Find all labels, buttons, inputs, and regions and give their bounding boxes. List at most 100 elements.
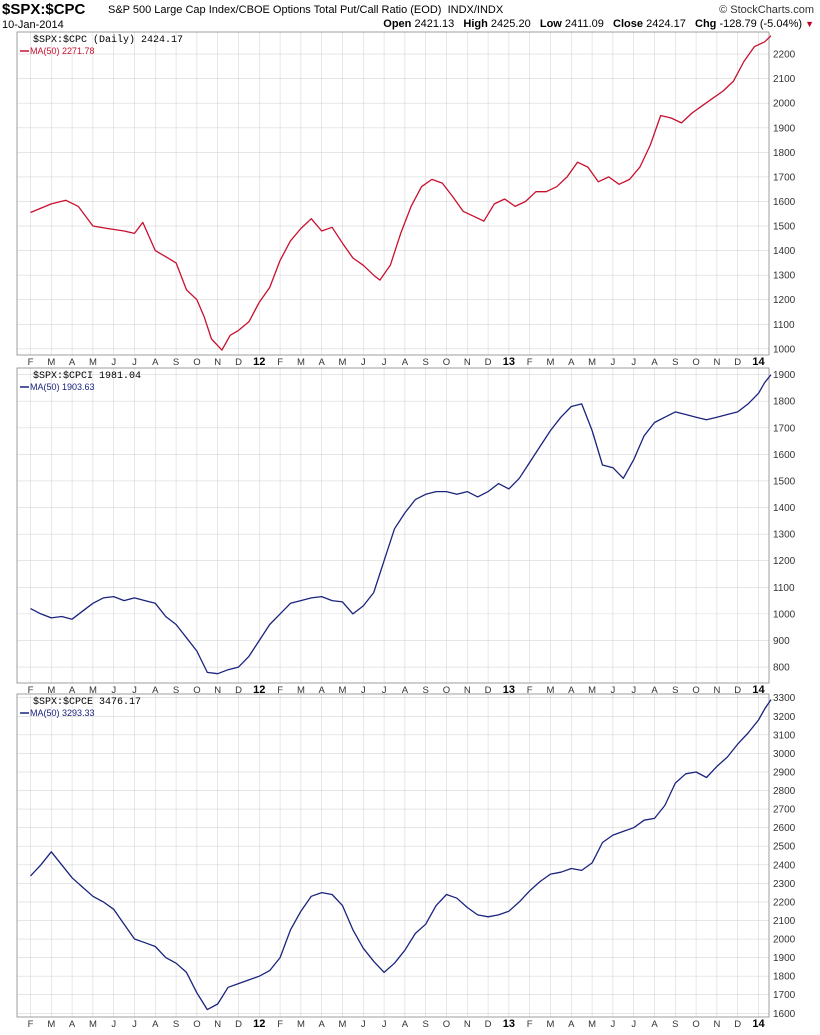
x-tick-label: O (443, 685, 450, 696)
chart-date: 10-Jan-2014 (2, 19, 64, 31)
ohlc-readout: Open 2421.13 High 2425.20 Low 2411.09 Cl… (383, 18, 814, 30)
y-tick-label: 2800 (773, 786, 796, 797)
x-tick-label: D (235, 1019, 242, 1030)
x-tick-label: F (527, 1019, 533, 1030)
x-tick-label: F (277, 1019, 283, 1030)
x-tick-label: O (692, 685, 699, 696)
x-tick-label: A (69, 357, 76, 368)
x-tick-label: J (611, 685, 616, 696)
x-tick-label: 14 (752, 1018, 765, 1030)
x-tick-label: M (297, 357, 305, 368)
x-tick-label: A (319, 685, 326, 696)
y-tick-label: 2200 (773, 897, 796, 908)
x-tick-label: N (214, 357, 221, 368)
panel-border (16, 693, 770, 1018)
x-tick-label: A (568, 357, 575, 368)
y-tick-label: 3200 (773, 712, 796, 723)
x-tick-label: 12 (253, 1018, 265, 1030)
x-tick-label: N (464, 357, 471, 368)
y-tick-label: 1300 (773, 271, 796, 282)
chg-value: -128.79 (-5.04%) (719, 18, 803, 30)
x-tick-label: S (672, 685, 678, 696)
x-tick-label: 14 (752, 356, 765, 368)
y-tick-label: 1000 (773, 609, 796, 620)
brand-watermark[interactable]: © StockCharts.com (719, 4, 814, 16)
x-tick-label: J (361, 685, 366, 696)
x-tick-label: A (402, 357, 409, 368)
y-tick-label: 1500 (773, 476, 796, 487)
x-tick-label: J (382, 685, 387, 696)
x-tick-label: S (423, 685, 429, 696)
x-tick-label: A (319, 357, 326, 368)
x-tick-label: O (443, 1019, 450, 1030)
x-tick-label: J (132, 1019, 137, 1030)
x-tick-label: O (193, 357, 200, 368)
x-tick-label: A (69, 685, 76, 696)
x-tick-label: M (47, 357, 55, 368)
x-tick-label: M (89, 357, 97, 368)
y-tick-label: 2100 (773, 916, 796, 927)
x-tick-label: M (297, 685, 305, 696)
x-tick-label: N (214, 685, 221, 696)
x-tick-label: J (111, 357, 116, 368)
series-line (30, 35, 772, 351)
y-tick-label: 1200 (773, 556, 796, 567)
x-tick-label: O (443, 357, 450, 368)
down-arrow-icon: ▼ (805, 19, 814, 29)
x-tick-label: S (173, 1019, 179, 1030)
x-tick-label: M (547, 357, 555, 368)
x-tick-label: A (69, 1019, 76, 1030)
y-tick-label: 1700 (773, 990, 796, 1001)
y-tick-label: 1000 (773, 344, 796, 355)
y-tick-label: 3300 (773, 693, 796, 704)
x-tick-label: O (193, 685, 200, 696)
x-tick-label: F (277, 685, 283, 696)
y-tick-label: 1900 (773, 953, 796, 964)
x-tick-label: M (47, 1019, 55, 1030)
y-tick-label: 2500 (773, 842, 796, 853)
series-legend-label: $SPX:$CPCE 3476.17 (33, 696, 141, 708)
x-tick-label: M (588, 685, 596, 696)
y-tick-label: 2700 (773, 805, 796, 816)
x-tick-label: D (235, 357, 242, 368)
series-line (30, 374, 772, 675)
x-tick-label: M (588, 357, 596, 368)
x-tick-label: D (485, 357, 492, 368)
y-tick-label: 1700 (773, 423, 796, 434)
low-label: Low (539, 18, 562, 30)
x-tick-label: F (28, 685, 34, 696)
series-legend-label: $SPX:$CPCI 1981.04 (33, 370, 141, 382)
x-tick-label: J (382, 1019, 387, 1030)
y-tick-label: 1600 (773, 1009, 796, 1020)
x-tick-label: J (111, 1019, 116, 1030)
exchange-text: INDX/INDX (447, 4, 504, 16)
x-tick-label: J (132, 357, 137, 368)
x-tick-label: N (713, 1019, 720, 1030)
y-tick-label: 1600 (773, 450, 796, 461)
x-tick-label: S (173, 685, 179, 696)
ma-legend-label: MA(50) 3293.33 (30, 708, 95, 718)
y-tick-label: 800 (773, 663, 790, 674)
x-tick-label: M (47, 685, 55, 696)
y-tick-label: 1200 (773, 295, 796, 306)
y-tick-label: 2400 (773, 860, 796, 871)
x-tick-label: F (527, 357, 533, 368)
y-tick-label: 2100 (773, 74, 796, 85)
y-tick-label: 1800 (773, 972, 796, 983)
high-label: High (463, 18, 488, 30)
x-tick-label: J (382, 357, 387, 368)
x-tick-label: O (692, 1019, 699, 1030)
y-tick-label: 3000 (773, 749, 796, 760)
open-value: 2421.13 (414, 18, 455, 30)
x-tick-label: D (734, 685, 741, 696)
ma-legend-label: MA(50) 1903.63 (30, 382, 95, 392)
x-tick-label: M (297, 1019, 305, 1030)
x-tick-label: S (423, 1019, 429, 1030)
x-tick-label: J (631, 357, 636, 368)
x-tick-label: O (193, 1019, 200, 1030)
x-tick-label: M (339, 685, 347, 696)
x-tick-label: F (527, 685, 533, 696)
x-tick-label: D (734, 1019, 741, 1030)
high-value: 2425.20 (490, 18, 531, 30)
